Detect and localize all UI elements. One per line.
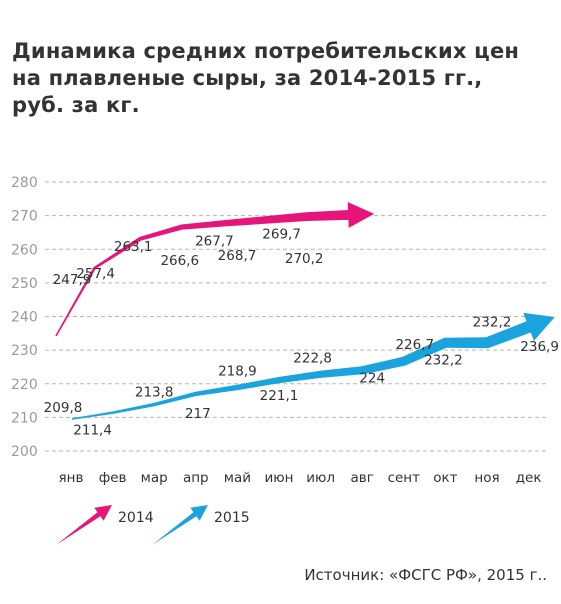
x-tick-label-9: сент — [388, 470, 421, 486]
series-2014-data-label-4: 266,6 — [160, 253, 199, 269]
series-2015-data-label-4: 217 — [185, 406, 211, 422]
legend-2014-label: 2014 — [118, 510, 154, 526]
series-2014-data-label-5: 267,7 — [195, 233, 234, 249]
series-2015-data-label-12: 236,9 — [520, 339, 559, 355]
y-tick-label-270: 270 — [11, 209, 38, 225]
series-2014-data-label-7: 269,7 — [262, 227, 301, 243]
legend-2015-arrow — [152, 505, 208, 545]
series-2015-data-label-6: 221,1 — [260, 388, 299, 404]
x-tick-label-8: авг — [351, 470, 374, 486]
chart-title-line-2: на плавленые сыры, за 2014-2015 гг., — [12, 66, 483, 90]
x-tick-label-11: ноя — [474, 470, 499, 486]
series-2015-data-label-10: 232,2 — [424, 353, 463, 369]
y-tick-label-230: 230 — [11, 343, 38, 359]
series-2015-arrow — [71, 312, 555, 420]
x-tick-label-10: окт — [433, 470, 457, 486]
y-tick-label-200: 200 — [11, 444, 38, 460]
chart-title: Динамика средних потребительских цен на … — [12, 38, 552, 119]
x-tick-label-3: мар — [141, 470, 168, 486]
y-tick-label-220: 220 — [11, 377, 38, 393]
series-2014-data-label-2: 257,4 — [76, 266, 115, 282]
x-tick-label-2: фев — [99, 470, 127, 486]
y-tick-label-210: 210 — [11, 410, 38, 426]
series-2015-data-label-8: 224 — [359, 370, 385, 386]
series-2015-data-label-11: 232,2 — [473, 315, 512, 331]
series-2015-data-label-7: 222,8 — [293, 350, 332, 366]
x-tick-label-7: июл — [306, 470, 335, 486]
series-2014-data-label-1: 247,9 — [53, 272, 92, 288]
y-tick-label-260: 260 — [11, 242, 38, 258]
x-tick-label-4: апр — [183, 470, 209, 486]
x-tick-label-1: янв — [59, 470, 84, 486]
series-2015-data-label-1: 209,8 — [44, 400, 83, 416]
y-tick-label-280: 280 — [11, 175, 38, 191]
chart-title-line-3: руб. за кг. — [12, 93, 140, 117]
y-tick-label-250: 250 — [11, 276, 38, 292]
y-tick-label-240: 240 — [11, 310, 38, 326]
series-2015-data-label-5: 218,9 — [218, 363, 257, 379]
x-tick-label-12: дек — [516, 470, 542, 486]
series-2014-data-label-8: 270,2 — [285, 251, 324, 267]
legend-2015-label: 2015 — [214, 510, 250, 526]
legend-2014-arrow — [56, 505, 112, 545]
source-note: Источник: «ФСГС РФ», 2015 г.. — [304, 566, 547, 584]
series-2015-data-label-2: 211,4 — [73, 423, 112, 439]
series-2015-data-label-9: 226,7 — [395, 337, 434, 353]
series-2015-data-label-3: 213,8 — [135, 385, 174, 401]
series-2014-data-label-3: 263,1 — [114, 239, 153, 255]
x-tick-label-6: июн — [265, 470, 294, 486]
chart-title-line-1: Динамика средних потребительских цен — [12, 39, 520, 63]
series-2014-data-label-6: 268,7 — [218, 248, 257, 264]
x-tick-label-5: май — [224, 470, 251, 486]
series-2014-arrow — [55, 202, 375, 337]
